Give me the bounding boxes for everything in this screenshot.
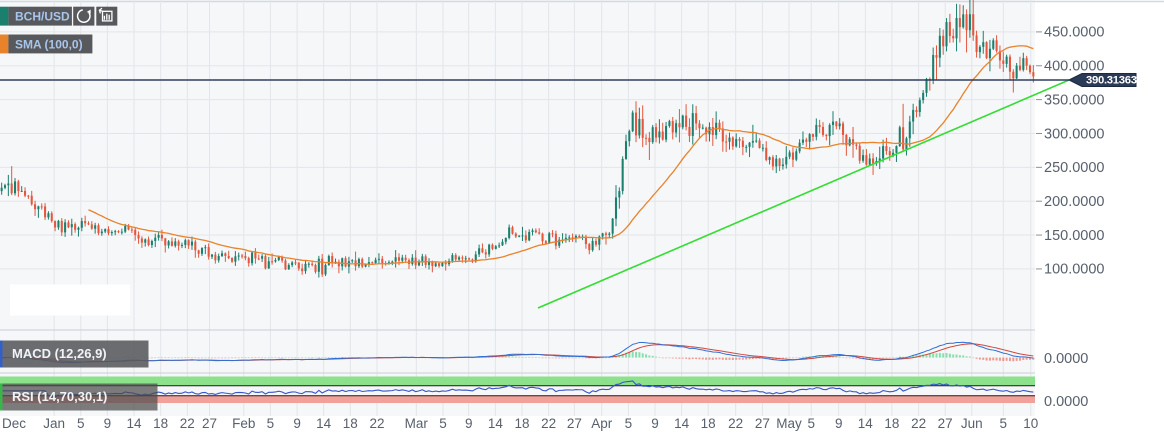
svg-text:RSI (14,70,30,1): RSI (14,70,30,1) <box>12 389 107 404</box>
svg-text:22: 22 <box>541 416 556 431</box>
svg-text:100.0000: 100.0000 <box>1044 262 1104 278</box>
svg-text:9: 9 <box>465 416 473 431</box>
svg-text:27: 27 <box>938 416 953 431</box>
svg-text:300.0000: 300.0000 <box>1044 126 1104 142</box>
svg-text:Mar: Mar <box>405 416 429 431</box>
svg-text:Jan: Jan <box>43 416 65 431</box>
svg-text:18: 18 <box>153 416 168 431</box>
svg-text:14: 14 <box>858 416 874 431</box>
svg-text:BCH/USD: BCH/USD <box>15 10 70 24</box>
svg-text:22: 22 <box>180 416 195 431</box>
svg-text:22: 22 <box>911 416 926 431</box>
svg-text:14: 14 <box>674 416 690 431</box>
svg-text:18: 18 <box>884 416 899 431</box>
svg-text:14: 14 <box>316 416 332 431</box>
svg-text:14: 14 <box>126 416 142 431</box>
svg-text:Apr: Apr <box>591 416 613 431</box>
svg-text:10: 10 <box>1023 416 1038 431</box>
svg-text:200.0000: 200.0000 <box>1044 194 1104 210</box>
svg-text:9: 9 <box>651 416 659 431</box>
svg-text:0.0000: 0.0000 <box>1044 394 1088 410</box>
svg-text:May: May <box>776 416 802 431</box>
svg-text:5: 5 <box>1000 416 1008 431</box>
svg-text:5: 5 <box>267 416 275 431</box>
svg-text:150.0000: 150.0000 <box>1044 228 1104 244</box>
svg-text:250.0000: 250.0000 <box>1044 160 1104 176</box>
svg-text:22: 22 <box>728 416 743 431</box>
svg-text:5: 5 <box>807 416 815 431</box>
svg-text:SMA (100,0): SMA (100,0) <box>15 37 83 51</box>
svg-text:450.0000: 450.0000 <box>1044 25 1104 41</box>
svg-text:350.0000: 350.0000 <box>1044 92 1104 108</box>
svg-text:5: 5 <box>625 416 633 431</box>
svg-text:5: 5 <box>77 416 85 431</box>
svg-text:27: 27 <box>755 416 770 431</box>
svg-text:18: 18 <box>343 416 358 431</box>
svg-text:0.0000: 0.0000 <box>1044 351 1088 367</box>
svg-text:18: 18 <box>514 416 529 431</box>
svg-text:MACD (12,26,9): MACD (12,26,9) <box>12 346 107 361</box>
svg-text:9: 9 <box>835 416 843 431</box>
svg-text:14: 14 <box>488 416 504 431</box>
svg-text:27: 27 <box>567 416 582 431</box>
svg-text:9: 9 <box>104 416 112 431</box>
svg-text:Dec: Dec <box>2 416 26 431</box>
svg-text:5: 5 <box>439 416 447 431</box>
svg-text:Jun: Jun <box>961 416 983 431</box>
svg-text:390.31363: 390.31363 <box>1086 74 1137 86</box>
svg-text:Feb: Feb <box>232 416 255 431</box>
svg-text:9: 9 <box>293 416 301 431</box>
svg-text:400.0000: 400.0000 <box>1044 59 1104 75</box>
svg-text:22: 22 <box>369 416 384 431</box>
svg-text:18: 18 <box>701 416 716 431</box>
svg-text:27: 27 <box>202 416 217 431</box>
